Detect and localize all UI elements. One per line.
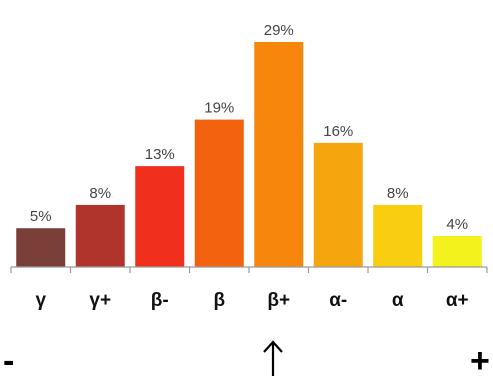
category-label: β <box>213 290 225 311</box>
bar <box>373 204 423 267</box>
bar <box>16 228 66 267</box>
bar <box>313 142 363 267</box>
category-label: β- <box>151 290 169 311</box>
category-label: β+ <box>267 290 290 311</box>
bar <box>254 42 304 267</box>
value-label: 29% <box>264 22 294 39</box>
value-label: 8% <box>387 185 409 202</box>
scale-plus-label: + <box>470 342 490 376</box>
value-label: 5% <box>30 208 52 225</box>
category-label: α+ <box>446 290 469 311</box>
value-label: 13% <box>145 146 175 163</box>
bar <box>75 204 125 267</box>
value-label: 4% <box>446 216 468 233</box>
value-label: 8% <box>89 185 111 202</box>
bar <box>135 166 185 267</box>
bar <box>432 235 482 267</box>
category-labels-group: γ γ+ β-β β+ α-α α+ <box>35 290 468 311</box>
scale-minus-label: - <box>3 342 14 376</box>
category-label: α- <box>329 290 347 311</box>
arrow-up-icon <box>263 340 283 376</box>
bar <box>194 119 244 267</box>
category-label: γ+ <box>89 290 111 311</box>
category-label: γ <box>35 290 46 311</box>
bars-group <box>16 42 482 267</box>
value-labels-group: 5% 8% 13% 19% 29% 16% 8% 4% <box>30 22 468 233</box>
value-label: 19% <box>204 100 234 117</box>
x-axis-ticks <box>10 267 488 273</box>
category-label: α <box>392 290 404 311</box>
value-label: 16% <box>323 123 353 140</box>
